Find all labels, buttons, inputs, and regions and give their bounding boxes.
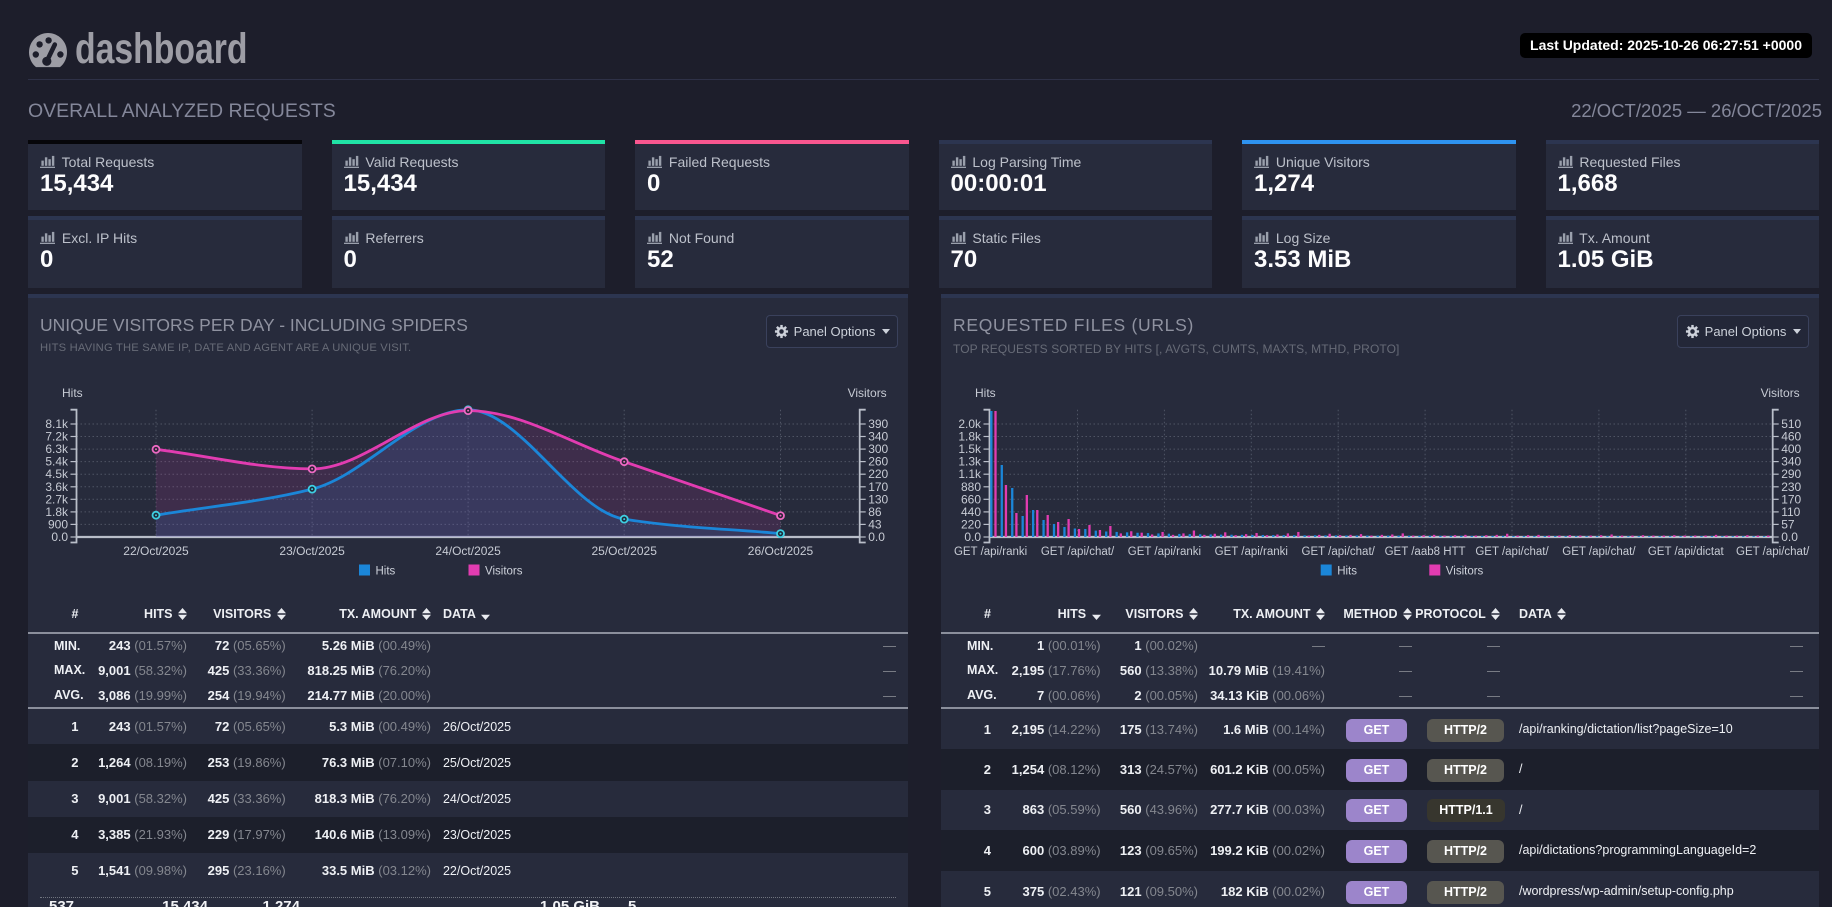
svg-text:510: 510 [1781,417,1801,431]
svg-text:25/Oct/2025: 25/Oct/2025 [592,544,658,558]
svg-text:GET /api/chat/: GET /api/chat/ [1041,546,1115,558]
svg-text:340: 340 [1781,455,1801,469]
svg-text:GET /aab8 HTT: GET /aab8 HTT [1385,546,1466,558]
svg-text:0.0: 0.0 [1781,530,1798,544]
svg-text:Visitors: Visitors [848,386,887,400]
svg-text:86: 86 [868,505,882,519]
svg-text:22/Oct/2025: 22/Oct/2025 [123,544,189,558]
svg-text:Hits: Hits [376,566,396,578]
svg-text:Visitors: Visitors [1761,386,1800,400]
svg-text:Hits: Hits [62,386,83,400]
svg-text:Visitors: Visitors [1446,566,1484,578]
svg-text:2.0k: 2.0k [958,417,982,431]
svg-text:1.8k: 1.8k [958,430,982,444]
svg-text:260: 260 [868,455,888,469]
svg-text:8.1k: 8.1k [45,417,69,431]
svg-text:400: 400 [1781,442,1801,456]
svg-text:7.2k: 7.2k [45,430,69,444]
svg-text:Visitors: Visitors [485,566,523,578]
svg-text:Hits: Hits [975,386,996,400]
svg-text:340: 340 [868,430,888,444]
svg-text:4.5k: 4.5k [45,467,69,481]
svg-text:460: 460 [1781,430,1801,444]
svg-text:0.0: 0.0 [964,530,981,544]
svg-text:GET /api/dictat: GET /api/dictat [1648,546,1725,558]
svg-text:0.0: 0.0 [51,530,68,544]
svg-text:1.3k: 1.3k [958,455,982,469]
svg-text:57: 57 [1781,517,1795,531]
svg-text:5.4k: 5.4k [45,455,69,469]
svg-text:230: 230 [1781,480,1801,494]
svg-text:GET /api/chat/: GET /api/chat/ [1302,546,1376,558]
svg-text:900: 900 [48,517,68,531]
svg-text:1.1k: 1.1k [958,467,982,481]
svg-text:GET /api/ranki: GET /api/ranki [954,546,1027,558]
svg-text:24/Oct/2025: 24/Oct/2025 [435,544,501,558]
svg-text:220: 220 [868,467,888,481]
svg-text:23/Oct/2025: 23/Oct/2025 [279,544,345,558]
svg-text:3.6k: 3.6k [45,480,69,494]
svg-text:GET /api/chat/: GET /api/chat/ [1562,546,1636,558]
svg-text:440: 440 [961,505,981,519]
svg-text:26/Oct/2025: 26/Oct/2025 [748,544,814,558]
svg-text:1.8k: 1.8k [45,505,69,519]
svg-text:880: 880 [961,480,981,494]
svg-text:Hits: Hits [1337,566,1357,578]
svg-text:130: 130 [868,492,888,506]
svg-text:6.3k: 6.3k [45,442,69,456]
svg-text:290: 290 [1781,467,1801,481]
svg-text:1.5k: 1.5k [958,442,982,456]
svg-text:GET /api/chat/: GET /api/chat/ [1736,546,1810,558]
svg-text:GET /api/ranki: GET /api/ranki [1128,546,1201,558]
svg-text:300: 300 [868,442,888,456]
svg-text:GET /api/chat/: GET /api/chat/ [1475,546,1549,558]
svg-text:GET /api/ranki: GET /api/ranki [1215,546,1288,558]
svg-text:0.0: 0.0 [868,530,885,544]
svg-text:2.7k: 2.7k [45,492,69,506]
svg-text:43: 43 [868,517,882,531]
svg-text:170: 170 [1781,492,1801,506]
svg-text:220: 220 [961,517,981,531]
svg-text:660: 660 [961,492,981,506]
svg-text:110: 110 [1781,505,1800,519]
svg-text:390: 390 [868,417,888,431]
svg-text:170: 170 [868,480,888,494]
